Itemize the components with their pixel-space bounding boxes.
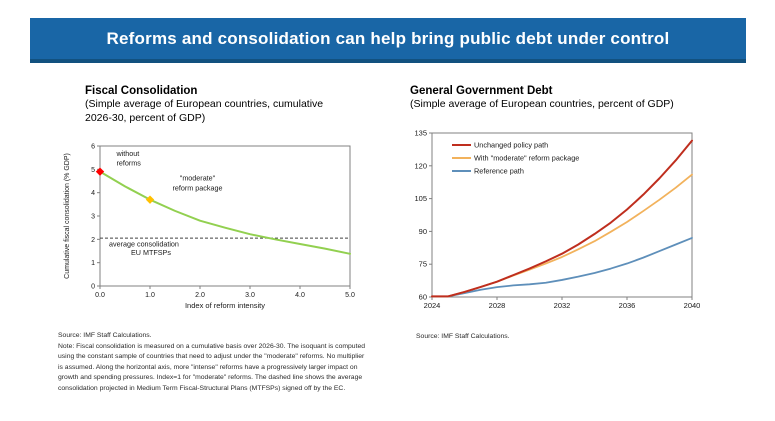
y-tick-label: 2	[91, 237, 95, 244]
x-tick-label: 2032	[554, 301, 571, 310]
y-tick-label: 60	[419, 293, 427, 302]
series-with-moderate-reform-package	[431, 173, 693, 298]
x-tick-label: 3.0	[245, 292, 255, 299]
note-line: consolidation projected in Medium Term F…	[58, 384, 346, 392]
left-chart-title: Fiscal Consolidation	[85, 85, 198, 97]
annotation: reform package	[173, 183, 223, 192]
series-unchanged-policy-path	[431, 139, 693, 298]
note-line: Note: Fiscal consolidation is measured o…	[58, 342, 366, 350]
series-reference-path	[431, 237, 693, 298]
y-tick-label: 3	[91, 214, 95, 221]
marker-moderate-reform-package	[145, 195, 155, 204]
y-tick-label: 135	[414, 129, 427, 138]
y-tick-label: 120	[414, 161, 427, 170]
y-tick-label: 90	[419, 227, 427, 236]
x-tick-label: 2036	[619, 301, 636, 310]
legend-label-with-moderate-reform-package: With "moderate" reform package	[474, 154, 579, 163]
y-tick-label: 1	[91, 260, 95, 267]
x-tick-label: 0.0	[95, 292, 105, 299]
note-line: Source: IMF Staff Calculations.	[58, 332, 152, 339]
y-tick-label: 6	[91, 144, 95, 151]
annotation: average consolidation	[109, 239, 179, 248]
note-line: using the constant sample of countries t…	[58, 353, 365, 361]
x-tick-label: 2024	[424, 301, 441, 310]
y-tick-label: 0	[91, 284, 95, 291]
legend-label-reference-path: Reference path	[474, 167, 524, 176]
note-line: growth and spending pressures. Index=1 f…	[58, 374, 363, 382]
slide-title: Reforms and consolidation can help bring…	[106, 28, 670, 48]
right-chart-subtitle-line1: (Simple average of European countries, p…	[410, 98, 674, 111]
right-chart-heading: General Government Debt (Simple average …	[410, 84, 750, 112]
slide-title-banner: Reforms and consolidation can help bring…	[30, 18, 746, 63]
x-tick-label: 1.0	[145, 292, 155, 299]
annotation: reforms	[117, 159, 142, 168]
y-axis-title: Cumulative fiscal consolidation (% GDP)	[64, 153, 71, 279]
fiscal-consolidation-chart: 0 1 2 3 4 5 6 0.0 1.0 2.0 3.0 4.0 5.0 Index of reform…	[64, 144, 355, 311]
y-tick-label: 75	[419, 260, 427, 269]
y-tick-label: 105	[414, 194, 427, 203]
right-chart-title: General Government Debt	[410, 85, 553, 97]
x-tick-label: 4.0	[295, 292, 305, 299]
x-tick-label: 5.0	[345, 292, 355, 299]
annotation: "moderate"	[180, 174, 216, 183]
x-axis-title: Index of reform intensity	[185, 301, 265, 310]
legend-label-unchanged-policy-path: Unchanged policy path	[474, 141, 548, 150]
marker-without-reforms	[95, 167, 105, 176]
annotation: without	[116, 149, 140, 158]
left-chart-heading: Fiscal Consolidation (Simple average of …	[85, 84, 360, 125]
left-chart-notes: Source: IMF Staff Calculations. Note: Fi…	[58, 331, 390, 394]
x-tick-label: 2040	[684, 301, 701, 310]
right-chart-source: Source: IMF Staff Calculations.	[416, 333, 510, 340]
y-tick-label: 4	[91, 190, 95, 197]
series-consolidation-isoquant	[99, 170, 351, 255]
government-debt-chart: 60 75 90 105 120 135 2024 2028 2032 2036 2040 Uncha…	[414, 129, 701, 311]
left-chart-subtitle-line1: (Simple average of European countries, c…	[85, 98, 324, 111]
annotation: EU MTFSPs	[131, 248, 171, 257]
x-tick-label: 2028	[489, 301, 506, 310]
y-tick-label: 5	[91, 167, 95, 174]
x-tick-label: 2.0	[195, 292, 205, 299]
note-line: is assumed. Along the horizontal axis, m…	[58, 363, 358, 371]
left-chart-subtitle-line2: 2026-30, percent of GDP)	[85, 111, 206, 124]
